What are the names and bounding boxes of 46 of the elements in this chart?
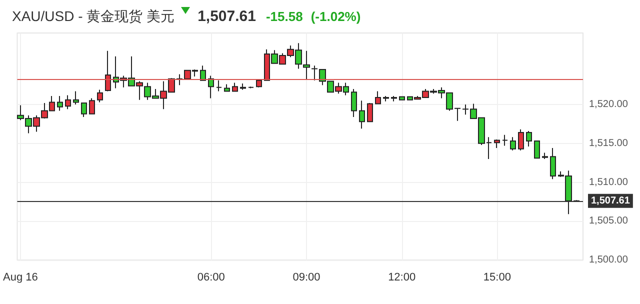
y-tick-label: 1,515.00 [589,138,628,149]
candlestick [65,94,71,110]
candlestick [240,83,246,90]
candlestick [494,139,500,149]
candlestick [81,102,87,118]
x-tick-label: 09:00 [292,272,320,284]
candlestick [57,95,63,112]
y-tick-label: 1,520.00 [589,99,628,110]
candlestick [542,152,548,160]
text: -15.58 [266,9,303,24]
candlestick [232,82,238,92]
candlestick [89,98,95,114]
candlestick [256,79,262,88]
candlestick [97,89,103,103]
x-tick-label: Aug 16 [2,272,38,284]
candlestick [248,86,254,89]
candlestick [383,95,389,102]
candlestick [224,84,230,92]
candlestick [510,136,516,151]
candlestick [550,148,556,180]
candlestick [105,50,111,92]
x-tick-label: 15:00 [483,272,511,284]
candlestick [208,75,214,99]
candlestick [303,50,310,80]
candlestick [351,88,357,118]
candlestick [518,128,524,151]
candlestick [391,95,397,102]
candlestick [359,100,365,130]
candlestick [375,90,381,104]
candlestick [502,134,508,146]
text: (-1.02%) [310,9,361,24]
candlestick [526,130,532,147]
candlestick [367,102,373,122]
y-tick-label: 1,500.00 [589,254,628,266]
candlestick [534,140,540,159]
x-tick-label: 06:00 [197,272,225,284]
candlestick [216,80,222,92]
text: 1,507.61 [198,8,256,25]
x-tick-label: 12:00 [388,272,416,284]
chart-title: XAU/USD - 黄金现货 美元 [12,8,175,26]
candlestick [73,90,79,106]
candlestick [399,96,405,100]
y-tick-label: 1,505.00 [589,216,628,227]
candlestick [200,65,206,81]
y-tick-label: 1,510.00 [589,176,628,188]
ref-line-label: 1,507.61 [591,195,630,206]
